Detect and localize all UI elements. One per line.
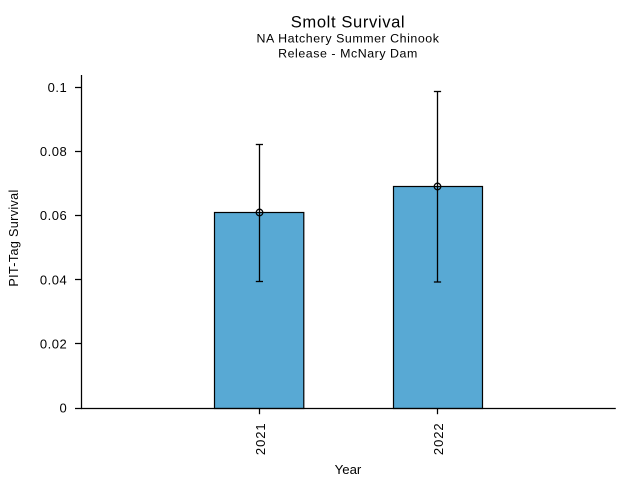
svg-text:PIT-Tag Survival: PIT-Tag Survival <box>7 189 21 286</box>
svg-text:2021: 2021 <box>253 423 268 456</box>
svg-text:0: 0 <box>59 401 67 416</box>
svg-text:0.06: 0.06 <box>40 208 67 223</box>
svg-text:0.02: 0.02 <box>40 337 67 352</box>
svg-text:Smolt Survival: Smolt Survival <box>291 13 405 32</box>
svg-text:0.1: 0.1 <box>48 80 68 95</box>
svg-text:2022: 2022 <box>431 423 446 456</box>
svg-text:Release - McNary Dam: Release - McNary Dam <box>278 47 418 61</box>
svg-text:NA Hatchery Summer Chinook: NA Hatchery Summer Chinook <box>256 31 439 45</box>
svg-text:Year: Year <box>335 462 362 477</box>
svg-text:0.08: 0.08 <box>40 144 67 159</box>
svg-text:0.04: 0.04 <box>40 272 67 287</box>
